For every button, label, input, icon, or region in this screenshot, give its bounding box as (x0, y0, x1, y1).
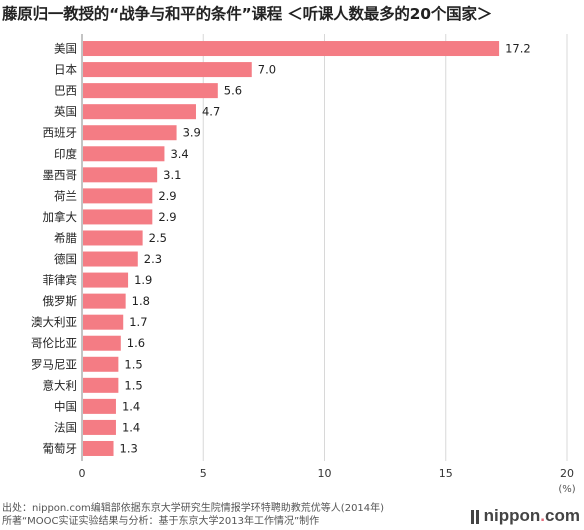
data-label: 3.4 (170, 147, 188, 161)
nippon-logo: nippon.com (470, 506, 580, 527)
category-label: 印度 (54, 147, 77, 161)
data-label: 5.6 (224, 84, 242, 98)
category-label: 菲律宾 (43, 273, 78, 287)
x-tick-label: 15 (439, 467, 453, 480)
data-label: 3.9 (183, 126, 201, 140)
bar (83, 104, 196, 120)
category-label: 中国 (54, 399, 77, 413)
bar (83, 377, 119, 393)
logo-dot: . (540, 506, 546, 525)
chart-title-sub: ＜听课人数最多的20个国家＞ (287, 5, 493, 23)
category-label: 墨西哥 (43, 168, 78, 182)
bar (83, 398, 116, 414)
bar (83, 230, 143, 246)
bar (83, 356, 119, 372)
data-label: 1.4 (122, 420, 140, 434)
data-label: 2.3 (144, 252, 162, 266)
category-label: 葡萄牙 (43, 441, 78, 455)
x-tick-label: 0 (79, 467, 86, 480)
category-label: 俄罗斯 (43, 294, 78, 308)
bar (83, 335, 121, 351)
bar (83, 83, 218, 99)
chart-title: 藤原归一教授的“战争与和平的条件”课程 ＜听课人数最多的20个国家＞ (2, 2, 492, 24)
bar (83, 146, 165, 162)
data-label: 1.3 (120, 441, 138, 455)
category-label: 荷兰 (54, 189, 77, 203)
data-label: 1.6 (127, 336, 145, 350)
bar-chart: 0 5 10 15 20 (%) 美国 17.2 日本 7.0 巴西 5.6 英国 4.7 西班牙 3.9 印度… (31, 34, 576, 495)
source-note-line2: 所著“MOOC实证实验结果与分析：基于东京大学2013年工作情况”制作 (2, 516, 320, 527)
bar (83, 209, 153, 225)
data-label: 3.1 (163, 168, 181, 182)
data-label: 4.7 (202, 105, 220, 119)
bar (83, 125, 177, 141)
category-label: 澳大利亚 (31, 315, 77, 329)
category-label: 巴西 (54, 84, 77, 98)
logo-bars-icon (470, 507, 481, 527)
source-note-line1: 出处：nippon.com编辑部依据东京大学研究生院情报学环特聘助教荒优等人(2… (2, 503, 385, 514)
data-label: 1.5 (124, 357, 142, 371)
x-unit-label: (%) (558, 484, 575, 495)
bar (83, 272, 129, 288)
category-label: 英国 (54, 105, 77, 119)
bar (83, 167, 158, 183)
category-label: 加拿大 (43, 210, 78, 224)
category-label: 西班牙 (43, 126, 78, 140)
bar (83, 62, 252, 78)
data-label: 1.5 (124, 378, 142, 392)
x-tick-label: 10 (318, 467, 332, 480)
bar (83, 440, 114, 456)
category-label: 希腊 (54, 231, 77, 245)
bar (83, 188, 153, 204)
logo-suffix: com (545, 506, 580, 525)
category-label: 德国 (54, 252, 77, 266)
source-note: 出处：nippon.com编辑部依据东京大学研究生院情报学环特聘助教荒优等人(2… (2, 502, 384, 528)
chart-title-main: 藤原归一教授的“战争与和平的条件”课程 (2, 5, 283, 23)
data-label: 2.5 (149, 231, 167, 245)
category-label: 日本 (54, 63, 77, 77)
bar (83, 293, 126, 309)
bar (83, 41, 500, 57)
x-tick-label: 5 (200, 467, 207, 480)
data-label: 2.9 (158, 189, 176, 203)
data-label: 2.9 (158, 210, 176, 224)
data-label: 1.9 (134, 273, 152, 287)
bar (83, 419, 116, 435)
data-label: 1.7 (129, 315, 147, 329)
category-label: 法国 (54, 420, 77, 434)
data-label: 7.0 (258, 63, 276, 77)
category-label: 哥伦比亚 (31, 336, 77, 350)
data-label: 17.2 (505, 42, 531, 56)
category-label: 罗马尼亚 (31, 357, 77, 371)
category-label: 意大利 (43, 378, 78, 392)
x-tick-label: 20 (560, 467, 574, 480)
data-label: 1.4 (122, 399, 140, 413)
logo-name: nippon (483, 506, 541, 525)
data-label: 1.8 (132, 294, 150, 308)
bar (83, 251, 138, 267)
category-label: 美国 (54, 42, 77, 56)
bar (83, 314, 124, 330)
